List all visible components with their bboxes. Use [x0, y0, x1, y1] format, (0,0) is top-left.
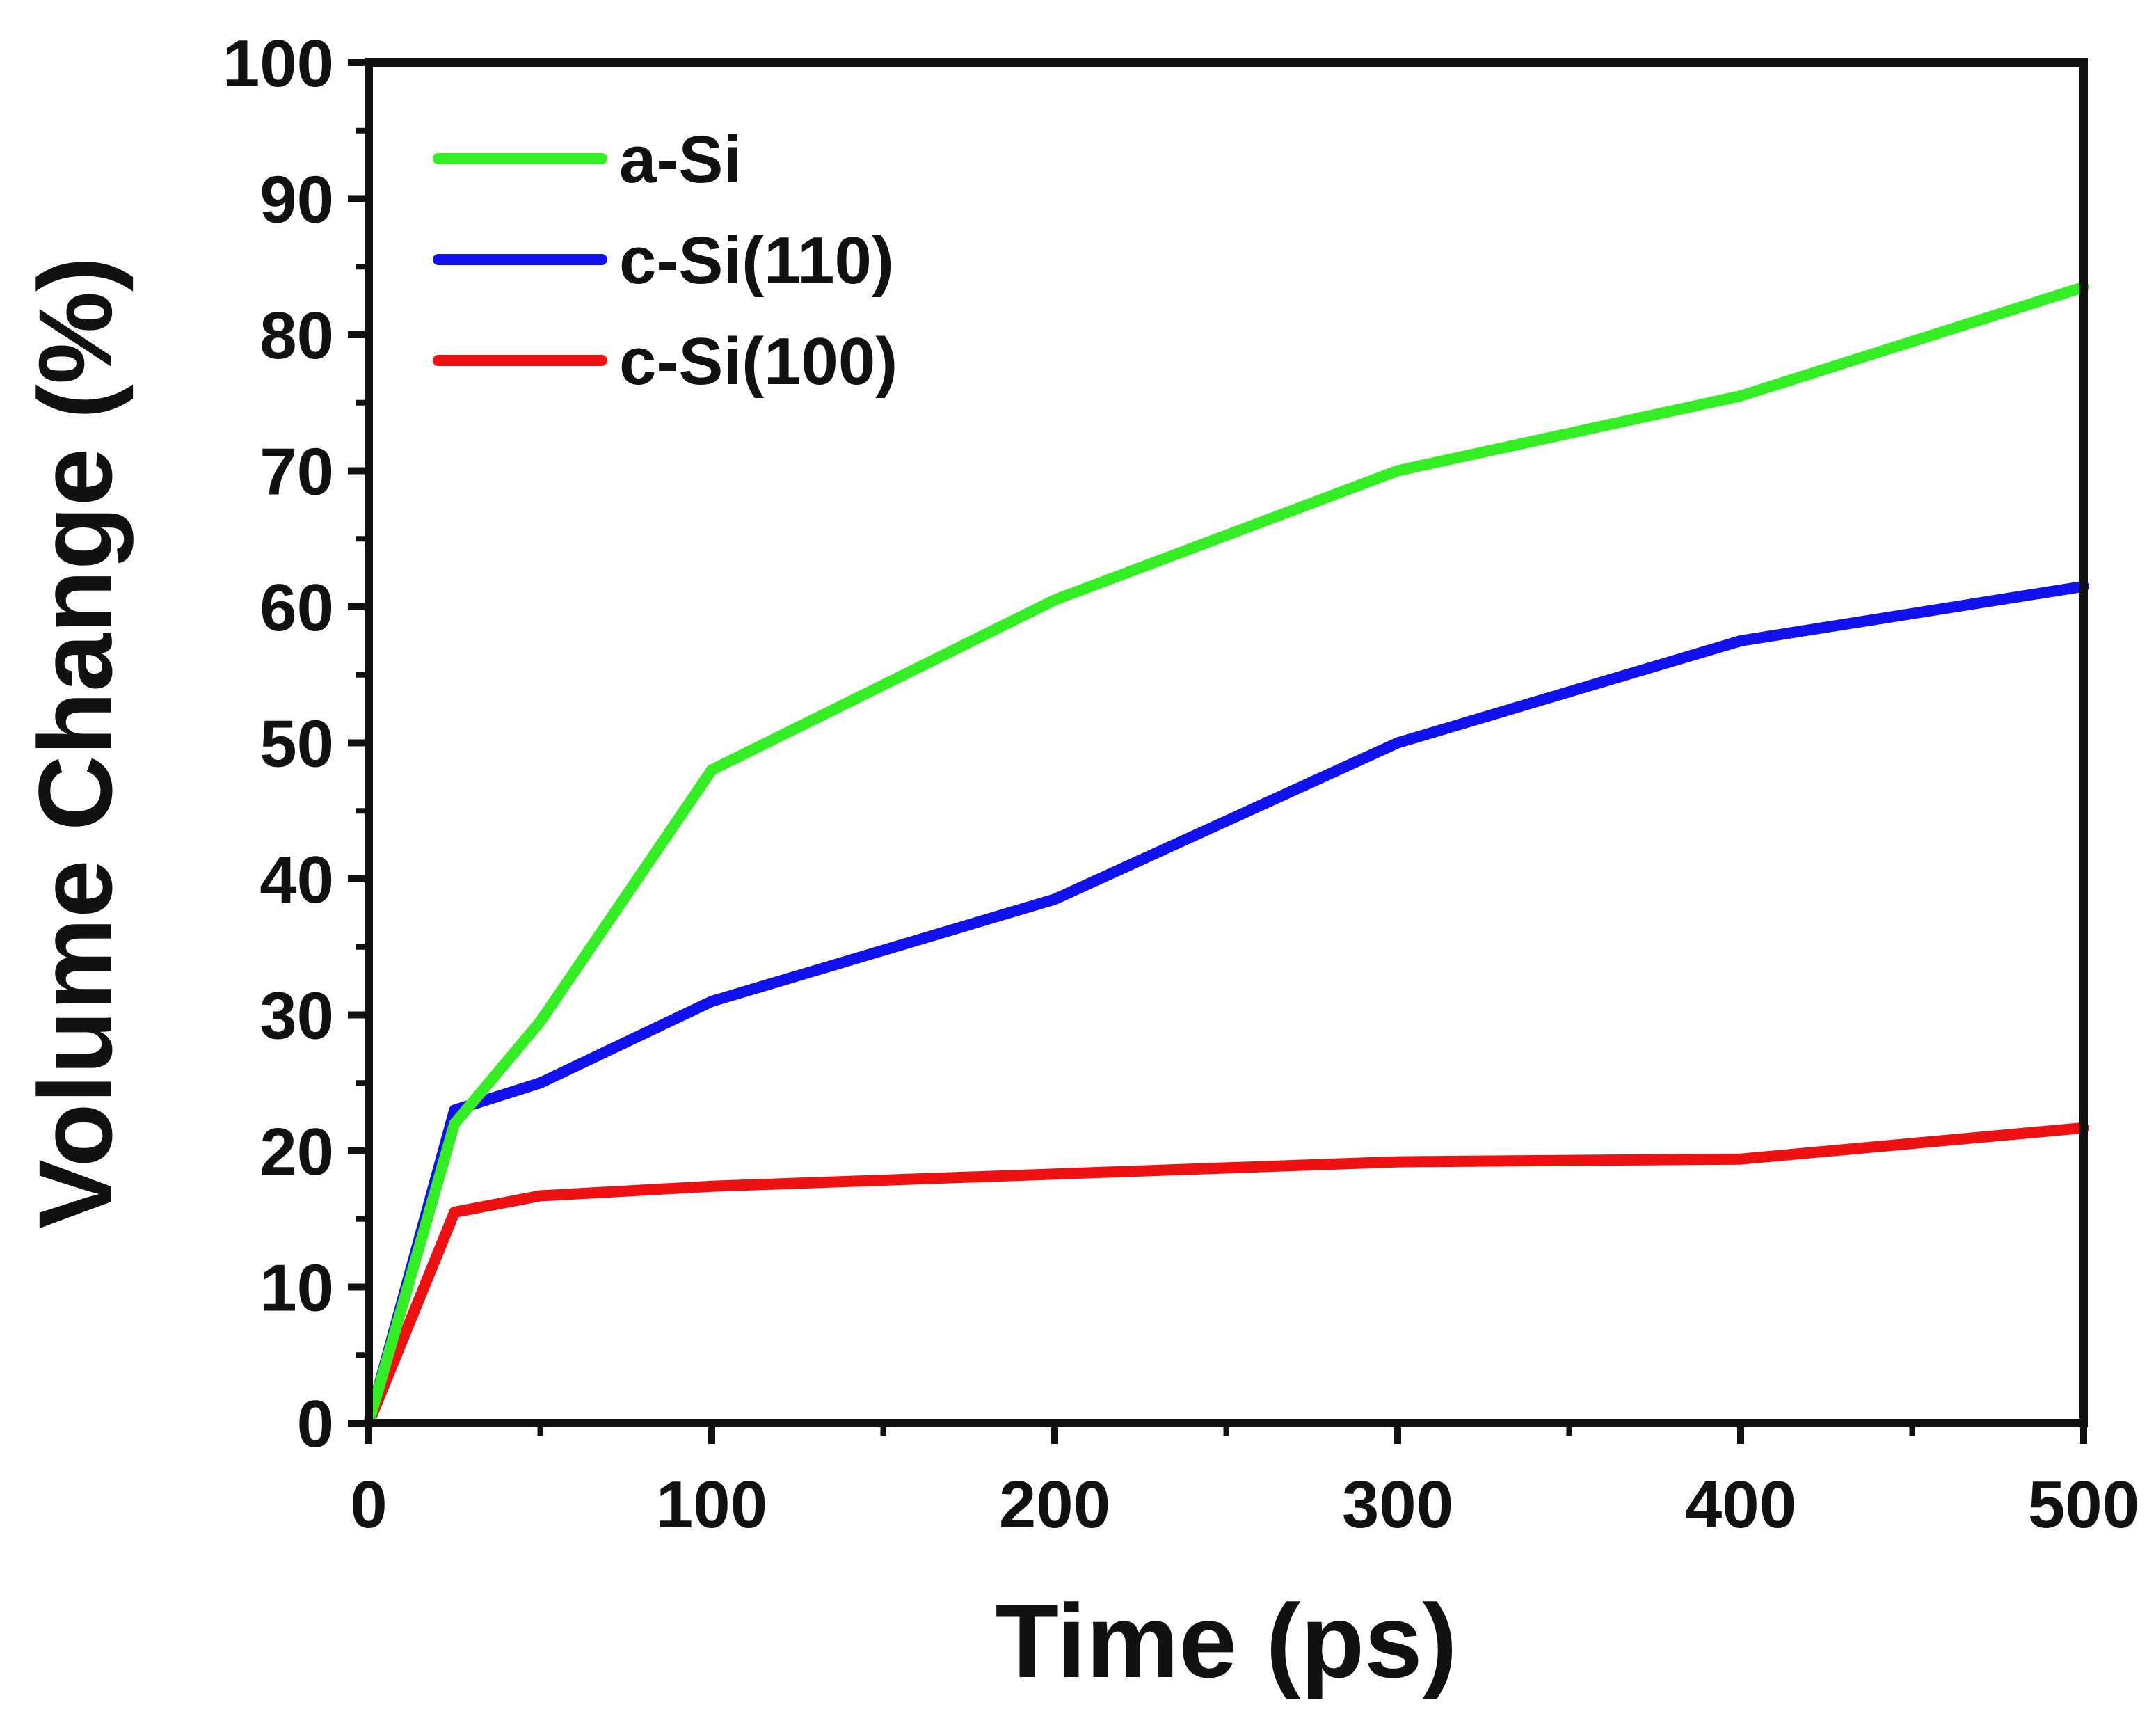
y-tick-label: 0	[297, 1387, 334, 1461]
x-tick-label: 500	[2028, 1468, 2139, 1542]
x-tick-label: 100	[656, 1468, 767, 1542]
series-layer	[363, 281, 2089, 1429]
x-tick-label: 200	[999, 1468, 1110, 1542]
x-axis-title: Time (ps)	[995, 1582, 1457, 1699]
y-tick-label: 20	[259, 1115, 334, 1189]
legend-label-a-si: a-Si	[619, 122, 742, 197]
x-tick-label: 300	[1342, 1468, 1453, 1542]
y-tick-label: 80	[259, 299, 334, 373]
y-tick-label: 70	[259, 435, 334, 509]
y-tick-label: 30	[259, 979, 334, 1054]
y-tick-label: 100	[223, 26, 334, 101]
x-tick-label: 0	[350, 1468, 387, 1542]
legend: a-Si c-Si(110) c-Si(100)	[433, 122, 897, 399]
legend-label-c-si-100: c-Si(100)	[619, 324, 897, 399]
y-tick-label: 10	[259, 1251, 334, 1326]
y-tick-label: 50	[259, 707, 334, 781]
y-tick-label: 90	[259, 163, 334, 237]
y-tick-label: 60	[259, 571, 334, 645]
series-line-a-si	[363, 281, 2089, 1429]
legend-label-c-si-110: c-Si(110)	[619, 223, 894, 298]
y-tick-label: 40	[259, 843, 334, 917]
ticks-layer: 0 100 200 300 400 500 0 10 20 30 40 50 60 70 80 90 100	[223, 26, 2139, 1542]
x-tick-label: 400	[1685, 1468, 1796, 1542]
y-axis-title: Volume Change (%)	[17, 257, 134, 1229]
series-line-c-si-100	[363, 1122, 2089, 1429]
series-line-c-si-110	[363, 580, 2089, 1429]
